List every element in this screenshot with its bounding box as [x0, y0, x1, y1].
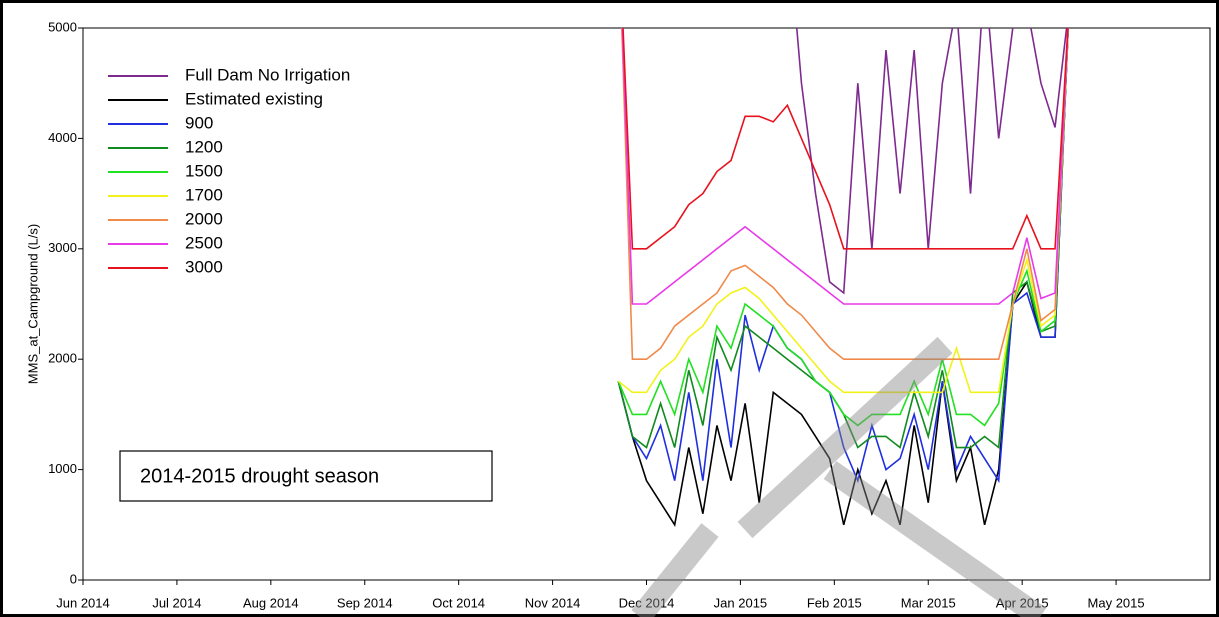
legend-label: 1200 [185, 137, 223, 156]
x-tick-label: Jun 2014 [56, 595, 110, 610]
y-tick-label: 3000 [48, 240, 77, 255]
legend-label: 2500 [185, 233, 223, 252]
x-tick-label: Jan 2015 [714, 595, 768, 610]
series-line [617, 28, 1069, 527]
legend-label: 3000 [185, 257, 223, 276]
x-tick-label: Dec 2014 [619, 595, 675, 610]
watermark-stroke [823, 460, 1047, 617]
series-line [617, 28, 1069, 484]
legend-label: 1700 [185, 185, 223, 204]
ticks: 0 1000 2000 3000 4000 5000 Jun 2014 Jul 2014 Aug… [48, 19, 1145, 610]
series-line [622, 28, 1069, 250]
series-line [617, 28, 1069, 394]
watermark-stroke [737, 336, 953, 539]
series-line [795, 28, 1068, 295]
legend-label: Estimated existing [185, 89, 323, 108]
x-tick-label: Sep 2014 [337, 595, 393, 610]
x-tick-label: Feb 2015 [807, 595, 862, 610]
x-tick-label: Mar 2015 [901, 595, 956, 610]
x-tick-label: Aug 2014 [243, 595, 299, 610]
x-tick-label: Jul 2014 [152, 595, 201, 610]
legend-label: Full Dam No Irrigation [185, 65, 350, 84]
annotation-box [119, 450, 493, 502]
y-tick-label: 4000 [48, 130, 77, 145]
legend-label: 900 [185, 113, 213, 132]
annotation: 2014-2015 drought season [140, 465, 379, 487]
y-axis-label: MMS_at_Campground (L/s) [25, 224, 40, 384]
x-tick-label: Oct 2014 [432, 595, 485, 610]
x-tick-label: Nov 2014 [525, 595, 581, 610]
series-line [621, 28, 1069, 305]
y-tick-label: 5000 [48, 19, 77, 34]
watermark-stroke [631, 523, 719, 617]
x-tick-label: Apr 2015 [996, 595, 1049, 610]
legend-label: 2000 [185, 209, 223, 228]
legend: Full Dam No Irrigation Estimated existing… [108, 65, 350, 276]
watermark [631, 336, 1047, 617]
y-tick-label: 0 [70, 571, 77, 586]
series-line [617, 28, 1069, 427]
legend-label: 1500 [185, 161, 223, 180]
x-tick-label: May 2015 [1088, 595, 1145, 610]
y-tick-label: 1000 [48, 461, 77, 476]
series-line [621, 28, 1069, 360]
lines [617, 28, 1069, 527]
y-tick-label: 2000 [48, 351, 77, 366]
